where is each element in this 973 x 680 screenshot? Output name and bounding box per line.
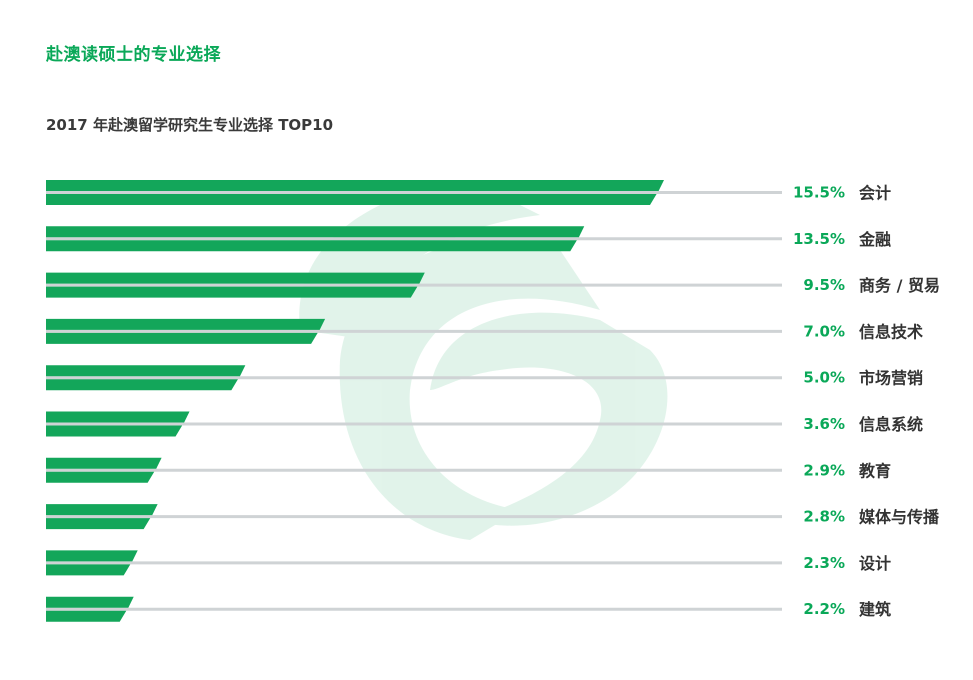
chart-title: 2017 年赴澳留学研究生专业选择 TOP10 [46,116,334,134]
bar-upper [46,504,158,516]
bar-upper [46,272,425,284]
bar-upper [46,180,664,191]
value-label: 7.0% [803,322,845,340]
category-label: 设计 [859,554,891,573]
value-label: 2.9% [803,461,845,479]
bar-upper [46,457,162,469]
bar-lower [46,610,127,622]
bar-lower [46,564,131,576]
bar-upper [46,550,138,562]
bar-upper [46,411,190,423]
bar-lower [46,286,418,298]
value-label: 15.5% [793,184,845,202]
watermark-logo [299,180,668,541]
category-label: 媒体与传播 [859,508,940,527]
value-label: 9.5% [803,276,845,294]
category-label: 信息系统 [859,415,923,434]
category-label: 建筑 [859,600,891,619]
page-heading: 赴澳读硕士的专业选择 [46,45,221,65]
bar-lower [46,379,238,391]
value-label: 3.6% [803,415,845,433]
value-label: 2.2% [803,600,845,618]
bar-lower [46,471,155,483]
value-label: 2.8% [803,508,845,526]
bar-upper [46,226,585,238]
bar-upper [46,318,326,330]
category-label: 市场营销 [859,369,923,388]
bar-upper [46,596,134,608]
category-label: 教育 [859,461,891,480]
bar-lower [46,332,318,344]
bar-lower [46,518,151,530]
category-label: 会计 [859,184,891,203]
category-label: 金融 [858,230,891,249]
bar-lower [46,194,657,205]
value-label: 5.0% [803,369,845,387]
value-label: 13.5% [793,230,845,248]
bar-upper [46,365,246,377]
bar-lower [46,425,183,437]
category-label: 信息技术 [859,322,923,341]
value-label: 2.3% [803,554,845,572]
category-label: 商务 / 贸易 [859,276,940,295]
bar-lower [46,240,577,252]
